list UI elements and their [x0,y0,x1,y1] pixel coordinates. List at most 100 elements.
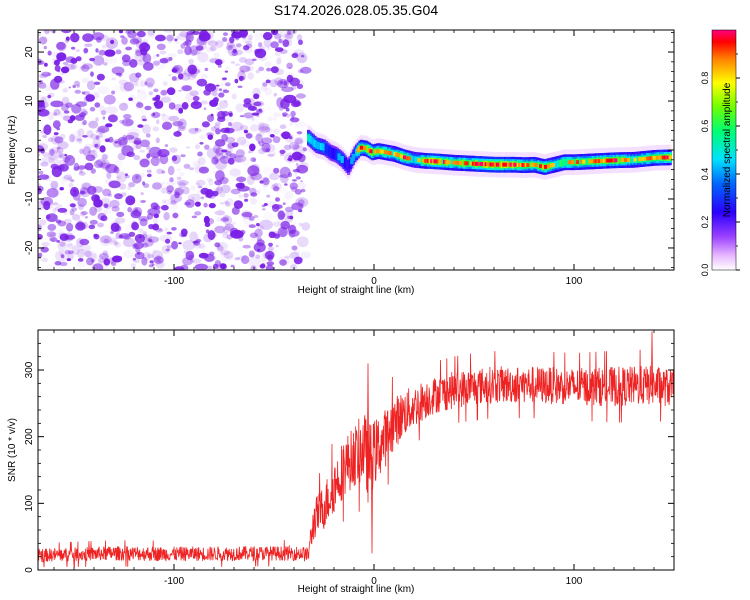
noise-blob [75,56,82,62]
noise-blob [263,38,272,48]
noise-blob [279,229,286,237]
noise-blob [119,82,132,93]
noise-blob [50,149,62,156]
noise-blob [237,246,243,252]
noise-blob [166,231,172,235]
noise-blob [77,139,83,145]
noise-blob [219,82,226,88]
noise-blob [38,109,50,117]
noise-blob [272,117,277,121]
noise-blob [133,142,138,146]
noise-blob [287,30,297,35]
noise-blob [291,245,298,251]
noise-blob [53,75,63,83]
noise-blob [140,48,148,56]
noise-blob [279,149,286,154]
signal-cell [590,159,594,164]
noise-blob [217,110,226,120]
noise-blob [94,102,101,108]
signal-cell [396,153,400,158]
noise-blob [146,253,154,259]
noise-blob [268,242,273,247]
noise-blob [76,138,83,142]
noise-blob [85,250,96,260]
noise-blob [47,223,57,231]
noise-blob [41,156,55,164]
noise-blob [82,62,87,67]
noise-blob [155,94,161,100]
noise-blob [272,221,281,227]
noise-blob [128,182,136,188]
noise-blob [290,186,298,193]
noise-blob [55,85,59,89]
noise-blob [242,37,253,44]
noise-blob [220,155,226,160]
noise-blob [187,193,201,202]
noise-blob [296,34,303,42]
noise-blob [38,174,50,180]
noise-blob [98,105,106,113]
noise-blob [298,153,304,158]
noise-blob [77,156,80,160]
noise-blob [61,103,69,112]
noise-blob [102,255,111,262]
noise-blob [48,154,59,165]
noise-blob [82,77,89,83]
noise-blob [297,69,304,74]
noise-blob [227,44,238,57]
noise-blob [197,185,203,189]
noise-blob [287,224,297,234]
noise-blob [46,213,58,223]
noise-blob [38,32,42,37]
noise-blob [201,121,210,128]
noise-blob [100,215,108,222]
noise-blob [226,41,235,49]
noise-blob [82,119,88,126]
noise-blob [300,66,312,74]
noise-blob [274,33,282,40]
noise-blob [225,198,234,207]
noise-blob [188,128,198,135]
noise-blob [264,212,273,220]
noise-blob [277,56,282,61]
noise-blob [62,156,71,163]
noise-blob [119,119,129,125]
noise-blob [189,167,194,171]
noise-blob [203,215,210,225]
noise-blob [284,206,294,212]
noise-blob [152,54,157,59]
noise-blob [258,126,271,133]
noise-blob [267,116,274,122]
noise-blob [48,180,53,182]
colorbar-label: Normalized spectral amplitude [722,82,733,217]
noise-blob [224,70,229,73]
noise-blob [215,158,227,170]
noise-blob [50,100,64,108]
snr-xtick-label: -100 [164,576,184,587]
noise-blob [198,252,209,259]
noise-blob [183,163,191,169]
snr-ytick-label: 0 [24,567,35,573]
noise-blob [126,151,135,158]
noise-blob [113,166,120,174]
noise-blob [182,186,190,195]
noise-blob [289,117,300,123]
noise-blob [235,128,243,133]
noise-blob [166,244,173,249]
noise-blob [133,81,139,87]
signal-cell [459,161,463,165]
noise-blob [257,121,265,128]
noise-blob [213,52,220,59]
signal-cell [638,157,642,162]
noise-blob [132,257,137,261]
noise-blob [129,72,140,83]
noise-blob [253,101,262,107]
noise-blob [64,153,68,157]
noise-blob [234,257,240,261]
noise-blob [117,152,126,161]
noise-blob [109,199,120,209]
noise-blob [295,136,307,144]
noise-blob [40,96,47,104]
noise-blob [244,198,249,202]
signal-cell [447,160,451,165]
